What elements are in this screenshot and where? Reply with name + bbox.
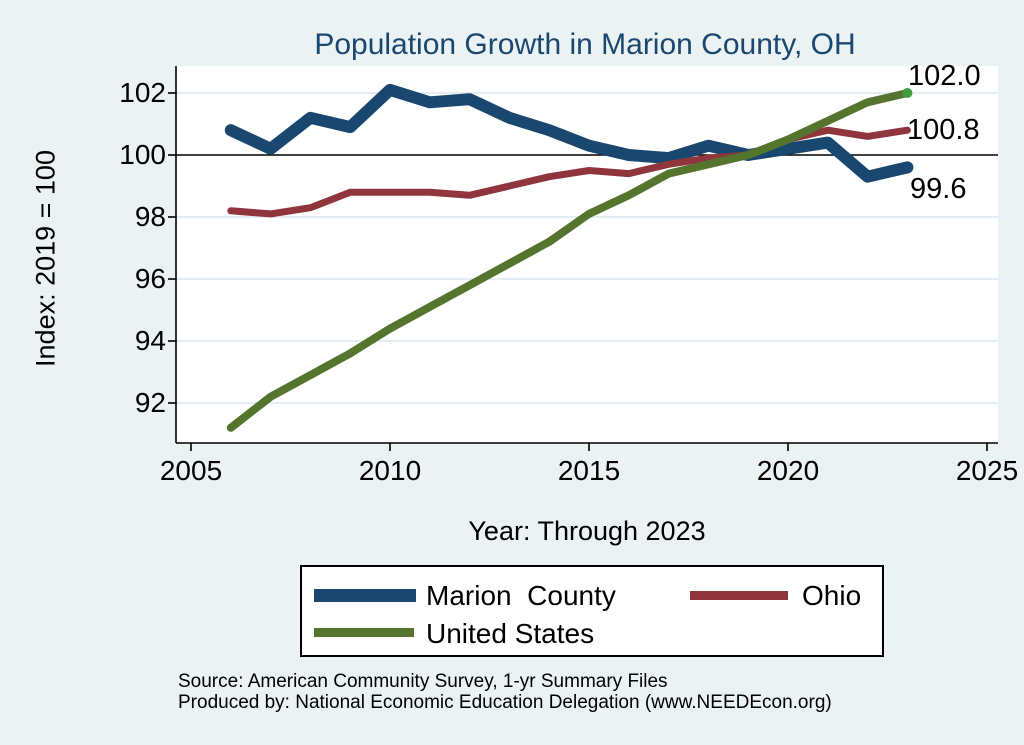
y-tick-label-100: 100 [119,139,166,170]
legend-label-ohio: Ohio [802,580,862,611]
x-axis-title: Year: Through 2023 [468,516,706,546]
legend-swatch-united-states [314,628,414,637]
source-note-line1: Source: American Community Survey, 1-yr … [178,671,668,692]
x-tick-label-2015: 2015 [557,455,621,486]
end-label-marion-county: 99.6 [910,173,967,205]
legend-swatch-ohio [690,591,788,600]
y-tick-label-98: 98 [134,201,166,232]
series-line-united-states [226,89,912,432]
chart-title: Population Growth in Marion County, OH [314,28,856,61]
legend-label-united-states: United States [426,618,595,649]
y-tick-label-102: 102 [119,77,166,108]
plot-area [176,66,998,443]
y-tick-label-92: 92 [134,387,166,418]
legend: Marion County Ohio United States [300,565,884,657]
legend-label-marion-county: Marion County [426,580,616,611]
source-note-line2: Produced by: National Economic Education… [178,692,832,713]
end-label-ohio: 100.8 [907,114,980,146]
y-axis-title: Index: 2019 = 100 [30,150,61,367]
y-tick-label-96: 96 [134,263,166,294]
x-tick-label-2025: 2025 [955,455,1019,486]
end-label-united-states: 102.0 [908,60,981,92]
x-tick-label-2010: 2010 [358,455,422,486]
x-tick-label-2005: 2005 [159,455,223,486]
legend-swatch-marion-county [314,589,416,602]
x-tick-label-2020: 2020 [756,455,820,486]
series-line-marion-county [224,83,914,183]
endpoint-dot-united-states [902,88,913,98]
y-tick-label-94: 94 [134,325,166,356]
